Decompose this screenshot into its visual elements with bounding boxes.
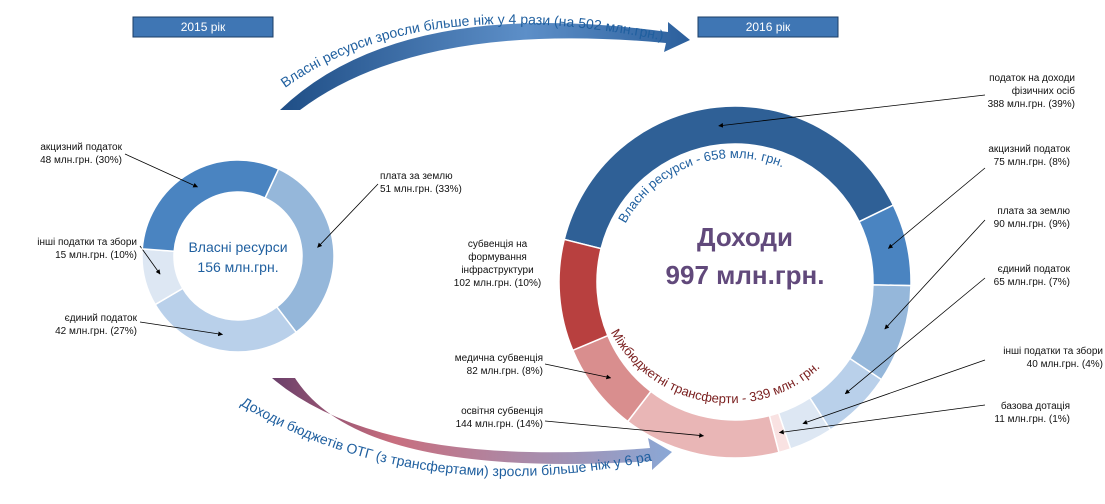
value-label: 144 млн.грн. (14%) bbox=[455, 419, 543, 430]
category-label: плата за землю bbox=[997, 206, 1070, 217]
segment-label: базова дотація 11 млн.грн. (1%) bbox=[960, 400, 1070, 426]
segment-label: акцизний податок 75 млн.грн. (8%) bbox=[960, 143, 1070, 169]
value-label: 82 млн.грн. (8%) bbox=[466, 366, 543, 377]
segment-label: акцизний податок 48 млн.грн. (30%) bbox=[12, 141, 122, 167]
category-label: медична субвенція bbox=[454, 353, 543, 364]
segment-label: інші податки та збори 15 млн.грн. (10%) bbox=[2, 236, 137, 262]
donut-segment bbox=[141, 159, 280, 253]
header-title: 2015 рік bbox=[181, 20, 226, 34]
segment-label: єдиний податок 42 млн.грн. (27%) bbox=[27, 312, 137, 338]
value-label: 48 млн.грн. (30%) bbox=[40, 155, 122, 166]
leader-line bbox=[844, 277, 986, 395]
center-label: Доходи bbox=[697, 222, 793, 252]
header-box bbox=[697, 16, 839, 38]
category-label: акцизний податок bbox=[40, 142, 122, 153]
segment-label: освітня субвенція 144 млн.грн. (14%) bbox=[430, 405, 543, 431]
leader-line bbox=[544, 420, 705, 438]
donut-segment bbox=[264, 167, 335, 334]
category-label: єдиний податок bbox=[64, 313, 137, 324]
value-label: 40 млн.грн. (4%) bbox=[1026, 359, 1103, 370]
value-label: 11 млн.грн. (1%) bbox=[994, 414, 1070, 425]
leader-line bbox=[544, 363, 612, 380]
leader-line bbox=[718, 94, 986, 128]
arrow-swoosh bbox=[280, 22, 690, 110]
value-label: 90 млн.грн. (9%) bbox=[993, 219, 1070, 230]
category-label: освітня субвенція bbox=[461, 406, 543, 417]
leader-line bbox=[802, 359, 986, 425]
segment-label: єдиний податок 65 млн.грн. (7%) bbox=[960, 263, 1070, 289]
center-label: Власні ресурси bbox=[188, 239, 287, 255]
category-label: субвенція на формування інфраструктури bbox=[461, 239, 534, 276]
center-value: 156 млн.грн. bbox=[197, 259, 278, 275]
leader-line bbox=[124, 153, 198, 188]
segment-label: інші податки та збори 40 млн.грн. (4%) bbox=[990, 345, 1103, 371]
donut-segment bbox=[154, 287, 298, 353]
category-label: базова дотація bbox=[1000, 401, 1070, 412]
category-label: податок на доходи фізичних осіб bbox=[989, 73, 1075, 97]
category-label: єдиний податок bbox=[997, 264, 1070, 275]
value-label: 388 млн.грн. (39%) bbox=[987, 99, 1075, 110]
leader-line bbox=[139, 321, 223, 337]
value-label: 65 млн.грн. (7%) bbox=[993, 277, 1070, 288]
segment-label: плата за землю 51 млн.грн. (33%) bbox=[380, 170, 490, 196]
value-label: 42 млн.грн. (27%) bbox=[55, 326, 137, 337]
segment-label: податок на доходи фізичних осіб 388 млн.г… bbox=[960, 72, 1075, 111]
arrow-swoosh bbox=[272, 378, 672, 470]
category-label: інші податки та збори bbox=[1003, 346, 1103, 357]
leader-line bbox=[317, 183, 379, 248]
value-label: 51 млн.грн. (33%) bbox=[380, 184, 462, 195]
category-label: акцизний податок bbox=[988, 144, 1070, 155]
segment-label: медична субвенція 82 млн.грн. (8%) bbox=[430, 352, 543, 378]
segment-label: субвенція на формування інфраструктури 10… bbox=[440, 238, 555, 290]
leader-line bbox=[884, 219, 986, 330]
segment-label: плата за землю 90 млн.грн. (9%) bbox=[960, 205, 1070, 231]
leader-line bbox=[887, 167, 986, 249]
header-title: 2016 рік bbox=[746, 20, 791, 34]
leader-line bbox=[139, 245, 161, 275]
category-label: інші податки та збори bbox=[37, 237, 137, 248]
value-label: 15 млн.грн. (10%) bbox=[55, 250, 137, 261]
category-label: плата за землю bbox=[380, 171, 453, 182]
header-box bbox=[132, 16, 274, 38]
leader-line bbox=[778, 404, 986, 435]
donut-segment bbox=[558, 238, 609, 352]
donut-segment bbox=[858, 204, 912, 287]
value-label: 102 млн.грн. (10%) bbox=[453, 278, 542, 289]
center-value: 997 млн.грн. bbox=[666, 260, 825, 290]
value-label: 75 млн.грн. (8%) bbox=[993, 157, 1070, 168]
